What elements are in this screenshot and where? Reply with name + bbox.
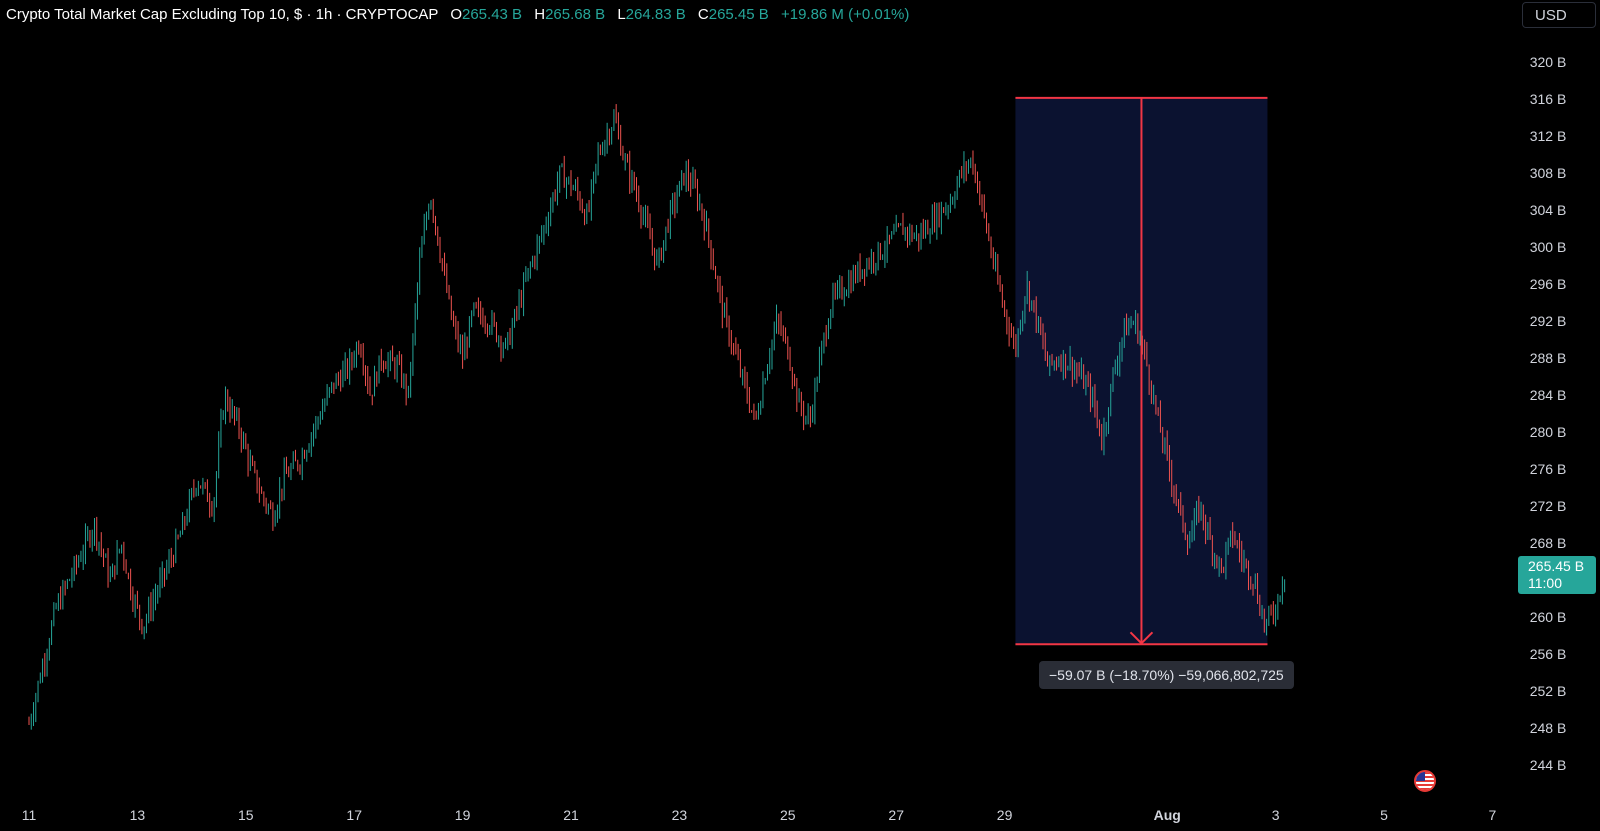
y-tick-label: 252 B (1530, 683, 1567, 699)
x-tick-label: 13 (130, 807, 146, 823)
x-tick-label: 25 (780, 807, 796, 823)
x-tick-label: 17 (346, 807, 362, 823)
open-value: 265.43 B (462, 6, 523, 23)
y-tick-label: 244 B (1530, 757, 1567, 773)
chart-header: Crypto Total Market Cap Excluding Top 10… (6, 6, 909, 23)
symbol-title[interactable]: Crypto Total Market Cap Excluding Top 10… (6, 6, 439, 23)
time-axis[interactable]: 11 13 15 17 19 21 23 25 27 29 Aug 3 5 7 (22, 807, 1497, 823)
x-tick-label: 15 (238, 807, 254, 823)
last-price-tag: 265.45 B 11:00 (1518, 556, 1596, 594)
open-label: O (450, 6, 462, 23)
candles (28, 104, 1286, 730)
y-tick-label: 272 B (1530, 498, 1567, 514)
y-tick-label: 312 B (1530, 128, 1567, 144)
y-tick-label: 296 B (1530, 276, 1567, 292)
y-tick-label: 276 B (1530, 461, 1567, 477)
x-tick-label: 19 (455, 807, 471, 823)
y-tick-label: 288 B (1530, 350, 1567, 366)
measure-tool[interactable] (1015, 96, 1268, 646)
change-value: +19.86 M (+0.01%) (780, 6, 910, 23)
last-price: 265.45 B (1528, 558, 1585, 574)
y-tick-label: 300 B (1530, 239, 1567, 255)
measure-arrow-head (1129, 631, 1154, 645)
close-label: C (697, 6, 709, 23)
y-tick-label: 260 B (1530, 609, 1567, 625)
x-tick-label: Aug (1154, 807, 1181, 823)
x-tick-label: 29 (997, 807, 1013, 823)
close-value: 265.45 B (708, 6, 769, 23)
currency-selector[interactable]: USD (1522, 2, 1596, 28)
measure-label: −59.07 B (−18.70%) −59,066,802,725 (1039, 661, 1294, 689)
x-tick-label: 5 (1380, 807, 1388, 823)
low-label: L (617, 6, 626, 23)
y-tick-label: 320 B (1530, 54, 1567, 70)
x-tick-label: 7 (1489, 807, 1497, 823)
us-flag-icon[interactable] (1414, 770, 1436, 792)
high-label: H (534, 6, 546, 23)
y-tick-label: 292 B (1530, 313, 1567, 329)
x-tick-label: 23 (672, 807, 688, 823)
y-tick-label: 268 B (1530, 535, 1567, 551)
y-tick-label: 308 B (1530, 165, 1567, 181)
x-tick-label: 3 (1272, 807, 1280, 823)
low-value: 264.83 B (625, 6, 686, 23)
y-tick-label: 256 B (1530, 646, 1567, 662)
y-tick-label: 280 B (1530, 424, 1567, 440)
high-value: 265.68 B (545, 6, 606, 23)
y-tick-label: 316 B (1530, 91, 1567, 107)
y-tick-label: 248 B (1530, 720, 1567, 736)
price-axis[interactable]: 320 B 316 B 312 B 308 B 304 B 300 B 296 B 292 B… (1530, 54, 1567, 773)
x-tick-label: 27 (888, 807, 904, 823)
bar-countdown: 11:00 (1528, 575, 1562, 591)
y-tick-label: 304 B (1530, 202, 1567, 218)
y-tick-label: 284 B (1530, 387, 1567, 403)
x-tick-label: 11 (22, 807, 37, 823)
x-tick-label: 21 (563, 807, 579, 823)
